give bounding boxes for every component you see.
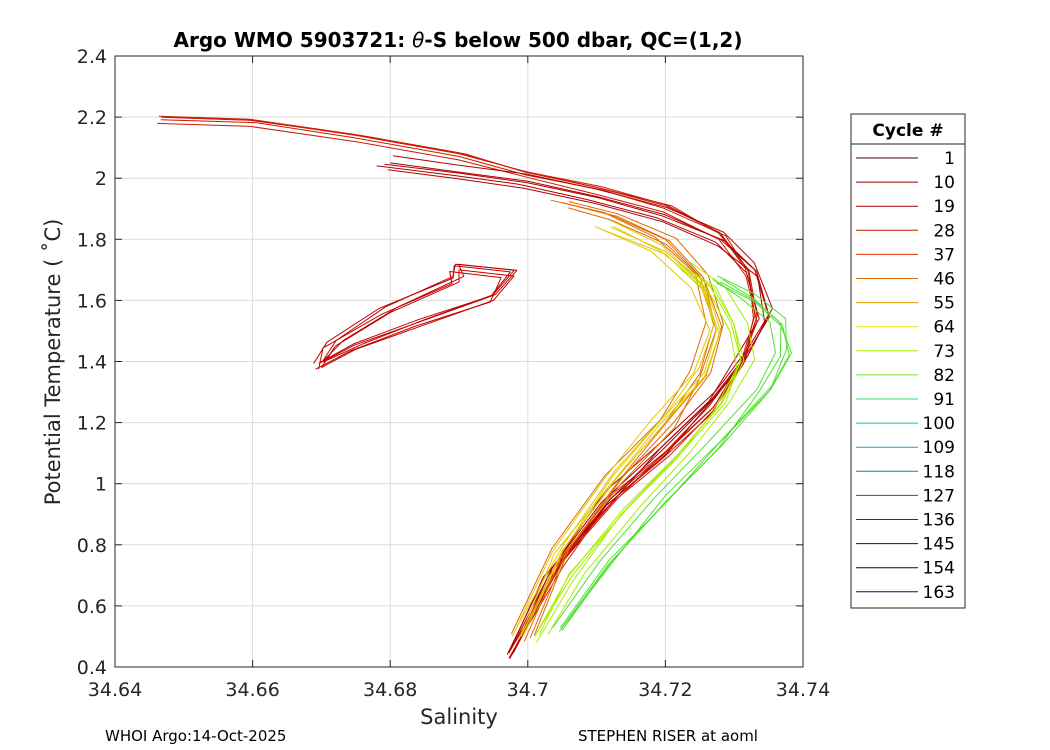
legend: Cycle # 1 10 19 28 37 46 55 64 73 82 91 100 109 118 12… <box>850 113 966 609</box>
series-line-red-loop <box>320 269 515 369</box>
x-tick-label: 34.66 <box>225 679 279 701</box>
chart-title: Argo WMO 5903721: θ-S below 500 dbar, QC… <box>174 28 743 52</box>
series-line-orange <box>523 207 717 642</box>
series-line-red-main <box>390 162 770 652</box>
legend-entry-label: 73 <box>933 342 955 362</box>
y-axis-ticks: 0.4 0.6 0.8 1 1.2 1.4 1.6 1.8 2 2.2 2.4 <box>77 46 803 679</box>
x-tick-label: 34.74 <box>776 679 830 701</box>
series-line-red-loop <box>313 265 511 364</box>
legend-entry-label: 127 <box>923 486 955 506</box>
legend-entry-label: 10 <box>933 173 955 193</box>
legend-entry-label: 136 <box>923 511 955 531</box>
x-axis-label: Salinity <box>420 705 498 729</box>
legend-entry-label: 154 <box>923 559 955 579</box>
series-group <box>157 115 792 659</box>
series-line-yellow <box>514 219 715 630</box>
y-tick-label: 0.8 <box>77 535 107 557</box>
series-line-yellow-green <box>547 261 755 636</box>
series-line-green <box>552 278 776 628</box>
legend-entry-label: 163 <box>923 583 955 603</box>
legend-box <box>850 113 966 609</box>
legend-entry-label: 91 <box>933 390 955 410</box>
series-line-yellow <box>512 226 711 637</box>
series-line-red-loop <box>321 263 515 363</box>
series-line-red-loop <box>315 271 502 370</box>
footer-right: STEPHEN RISER at aoml <box>578 727 758 745</box>
series-line-yellow <box>518 229 720 640</box>
x-tick-label: 34.72 <box>638 679 692 701</box>
legend-entry-label: 100 <box>923 414 955 434</box>
y-tick-label: 1.2 <box>77 413 107 435</box>
series-line-red-main <box>392 155 773 645</box>
x-tick-label: 34.7 <box>507 679 549 701</box>
y-tick-label: 1.4 <box>77 352 107 374</box>
series-line-orange <box>533 201 724 636</box>
legend-title: Cycle # <box>872 121 943 141</box>
series-line-orange <box>510 199 707 635</box>
legend-entry-label: 19 <box>933 197 955 217</box>
x-axis-ticks: 34.64 34.66 34.68 34.7 34.72 34.74 <box>88 56 830 701</box>
y-tick-label: 2 <box>95 168 107 190</box>
series-line-green <box>559 279 792 629</box>
x-tick-label: 34.68 <box>363 679 417 701</box>
series-line-yellow-green <box>534 262 745 637</box>
y-tick-label: 1 <box>95 474 107 496</box>
grid <box>114 55 804 668</box>
legend-items: 1 10 19 28 37 46 55 64 73 82 91 100 109 118 127 136 145 1… <box>856 149 955 603</box>
series-line-red-main <box>384 163 770 654</box>
legend-entry-label: 82 <box>933 366 955 386</box>
series-line-yellow-green <box>535 269 738 644</box>
x-tick-label: 34.64 <box>88 679 142 701</box>
legend-entry-label: 64 <box>933 318 955 338</box>
y-axis-label: Potential Temperature ( ˚C) <box>41 219 65 506</box>
y-tick-label: 1.6 <box>77 290 107 312</box>
legend-entry-label: 109 <box>923 438 955 458</box>
legend-entry-label: 118 <box>923 462 955 482</box>
series-line-green <box>564 275 788 625</box>
legend-entry-label: 46 <box>933 270 955 290</box>
legend-entry-label: 1 <box>944 149 955 169</box>
y-tick-label: 0.4 <box>77 657 107 679</box>
y-tick-label: 2.2 <box>77 107 107 129</box>
legend-entry-label: 145 <box>923 535 955 555</box>
legend-entry-label: 55 <box>933 294 955 314</box>
legend-entry-label: 28 <box>933 221 955 241</box>
legend-entry-label: 37 <box>933 245 955 265</box>
y-tick-label: 1.8 <box>77 229 107 251</box>
y-tick-label: 2.4 <box>77 46 107 68</box>
series-line-yellow-green <box>538 261 742 636</box>
footer-left: WHOI Argo:14-Oct-2025 <box>105 727 286 745</box>
y-tick-label: 0.6 <box>77 596 107 618</box>
